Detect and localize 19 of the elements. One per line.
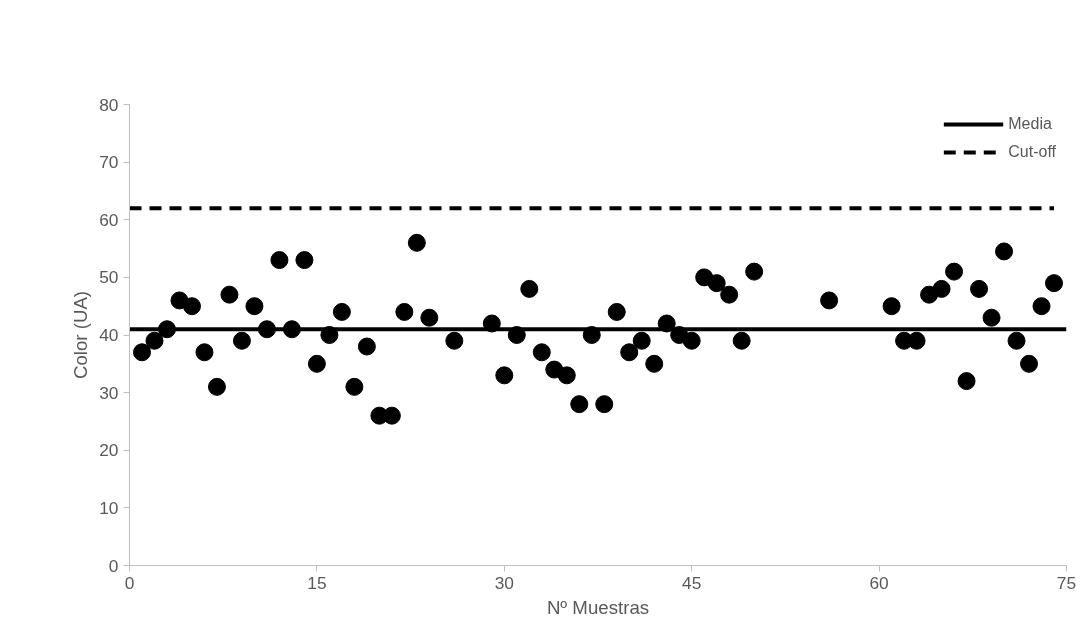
y-tick-label: 50 (99, 267, 119, 288)
x-axis-title: Nº Muestras (546, 596, 650, 618)
x-tick-label: 30 (494, 572, 514, 593)
y-tick-label: 30 (99, 382, 119, 403)
y-tick-label: 0 (108, 555, 119, 576)
y-tick-label: 40 (99, 325, 119, 345)
x-tick-label: 0 (124, 572, 135, 593)
legend-label: Media (1008, 115, 1052, 133)
y-axis-title: Color (UA) (70, 290, 92, 380)
y-tick-label: 70 (99, 152, 119, 173)
legend-label: Cut-off (1008, 143, 1056, 161)
x-tick-label: 60 (869, 572, 889, 593)
y-tick-label: 10 (99, 497, 119, 518)
x-tick-label: 15 (307, 572, 327, 593)
y-tick-label: 80 (99, 94, 119, 115)
x-tick-label: 45 (682, 572, 702, 593)
x-tick-label: 75 (1056, 572, 1077, 593)
y-tick-label: 20 (99, 440, 119, 461)
y-tick-label: 60 (99, 209, 119, 230)
